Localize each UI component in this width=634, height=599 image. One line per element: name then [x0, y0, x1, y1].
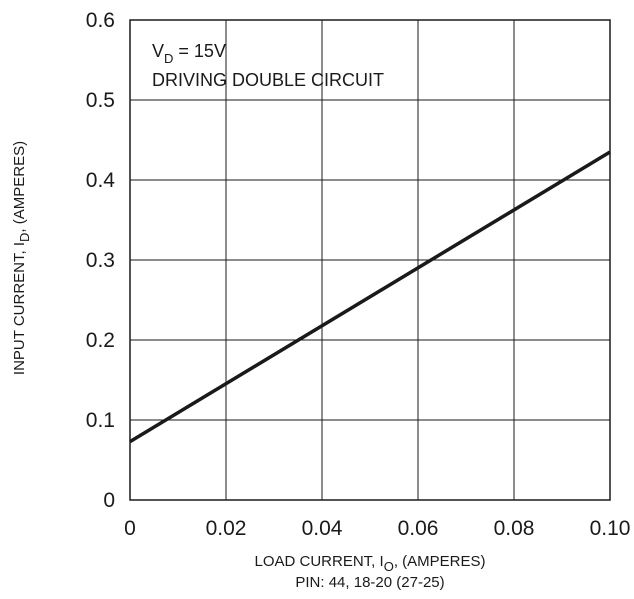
x-tick-label: 0.02: [206, 517, 247, 540]
x-tick-label: 0.08: [494, 517, 535, 540]
series-layer: [129, 150, 611, 444]
x-axis-label-rest: , (AMPERES): [394, 553, 486, 570]
x-tick-label: 0.10: [590, 517, 631, 540]
annotation-line1: VD = 15V: [152, 41, 226, 66]
x-axis-label: LOAD CURRENT, IO, (AMPERES): [255, 553, 486, 574]
y-tick-label: 0.6: [86, 9, 115, 32]
x-tick-label: 0.06: [398, 517, 439, 540]
x-axis-label-sub: O: [384, 559, 394, 574]
x-axis-label-line2: PIN: 44, 18-20 (27-25): [295, 574, 444, 591]
y-tick-label: 0.1: [86, 409, 115, 432]
y-tick-label: 0: [103, 489, 115, 512]
y-tick-label: 0.5: [86, 89, 115, 112]
annotation-line2: DRIVING DOUBLE CIRCUIT: [152, 70, 384, 90]
x-tick-labels: 0 0.02 0.04 0.06 0.08 0.10: [124, 517, 630, 540]
grid: [130, 20, 610, 500]
annotation-v-rest: = 15V: [173, 41, 226, 61]
x-tick-label: 0: [124, 517, 136, 540]
x-axis-label-main: LOAD CURRENT, I: [255, 553, 384, 570]
annotation-v: V: [152, 41, 164, 61]
y-tick-labels: 0 0.1 0.2 0.3 0.4 0.5 0.6: [86, 9, 116, 512]
x-tick-label: 0.04: [302, 517, 343, 540]
y-tick-label: 0.4: [86, 169, 116, 192]
annotation-v-sub: D: [164, 51, 173, 66]
y-tick-label: 0.3: [86, 249, 115, 272]
y-axis-label-sub: D: [17, 233, 32, 242]
series-line: [129, 150, 611, 444]
y-axis-label: INPUT CURRENT, ID, (AMPERES): [11, 141, 32, 375]
y-axis-label-rest: , (AMPERES): [11, 141, 28, 233]
y-tick-label: 0.2: [86, 329, 115, 352]
plot-frame: [129, 19, 611, 501]
y-axis-label-main: INPUT CURRENT, I: [11, 242, 28, 375]
